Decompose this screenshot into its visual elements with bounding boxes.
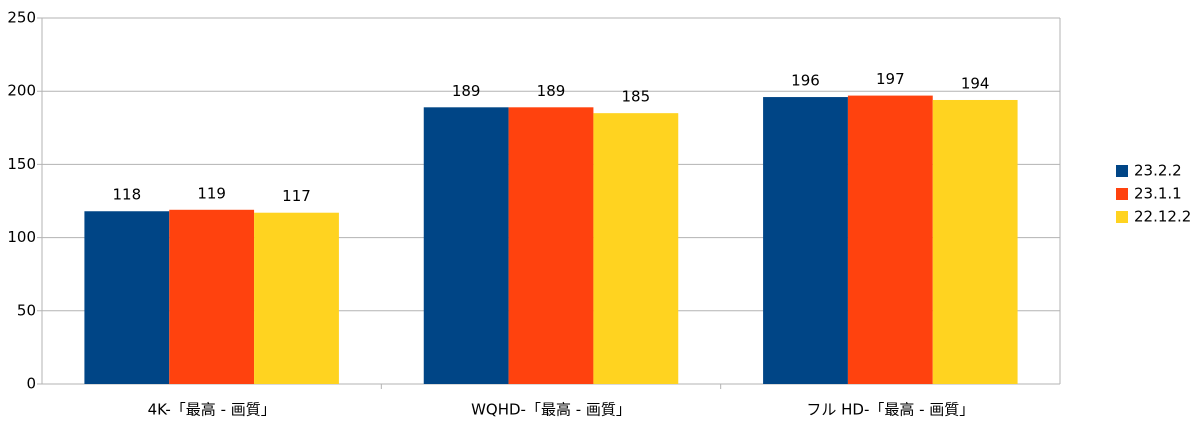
bar [84, 211, 170, 384]
bar [169, 209, 255, 384]
y-tick-label: 100 [7, 228, 36, 246]
bar [593, 113, 679, 384]
bar [254, 212, 339, 384]
data-label: 119 [197, 184, 226, 202]
bar [508, 107, 594, 384]
y-tick-label: 50 [17, 301, 36, 319]
data-label: 118 [113, 186, 142, 204]
legend-swatch [1116, 188, 1128, 200]
data-label: 117 [282, 187, 311, 205]
bar [763, 97, 848, 384]
bar [932, 99, 1018, 384]
y-tick-label: 250 [7, 9, 36, 27]
legend-swatch [1116, 165, 1128, 177]
y-tick-label: 150 [7, 155, 36, 173]
legend-label: 23.1.1 [1134, 185, 1182, 203]
data-label: 197 [876, 70, 905, 88]
data-label: 189 [452, 82, 481, 100]
legend-label: 23.2.2 [1134, 162, 1182, 180]
y-tick-label: 0 [26, 375, 36, 393]
bar [847, 95, 933, 384]
legend-swatch [1116, 211, 1128, 223]
y-tick-label: 200 [7, 82, 36, 100]
data-label: 189 [537, 82, 566, 100]
x-tick-label: WQHD-「最高 - 画質」 [471, 401, 631, 419]
x-tick-label: 4K-「最高 - 画質」 [148, 401, 276, 419]
legend-label: 22.12.2 [1134, 208, 1191, 226]
data-label: 196 [791, 72, 820, 90]
bar [423, 107, 509, 384]
x-tick-label: フル HD-「最高 - 画質」 [806, 401, 974, 419]
data-label: 185 [622, 88, 651, 106]
data-label: 194 [961, 74, 990, 92]
